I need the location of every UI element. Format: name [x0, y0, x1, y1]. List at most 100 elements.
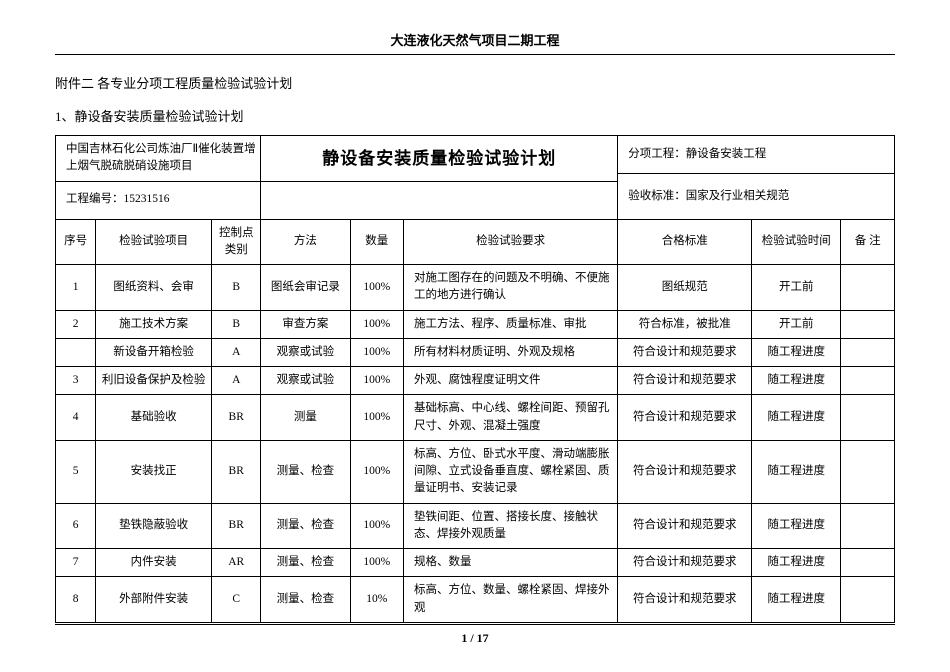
- cell-time: 随工程进度: [752, 577, 841, 623]
- cell-seq: 6: [56, 503, 96, 549]
- cell-seq: 4: [56, 395, 96, 441]
- accept-std-cell: 验收标准：国家及行业相关规范: [618, 174, 895, 220]
- table-row: 2施工技术方案B审查方案100%施工方法、程序、质量标准、审批符合标准，被批准开…: [56, 310, 895, 338]
- cell-std: 符合设计和规范要求: [618, 395, 752, 441]
- cell-seq: 7: [56, 549, 96, 577]
- cell-item: 施工技术方案: [96, 310, 212, 338]
- table-row: 8外部附件安装C测量、检查10%标高、方位、数量、螺栓紧固、焊接外观符合设计和规…: [56, 577, 895, 623]
- cell-item: 基础验收: [96, 395, 212, 441]
- cell-seq: 1: [56, 265, 96, 311]
- cell-seq: 8: [56, 577, 96, 623]
- cell-ctrl: BR: [212, 395, 261, 441]
- cell-method: 测量、检查: [261, 440, 350, 503]
- cell-item: 图纸资料、会审: [96, 265, 212, 311]
- cell-item: 外部附件安装: [96, 577, 212, 623]
- col-time: 检验试验时间: [752, 219, 841, 265]
- column-header-row: 序号 检验试验项目 控制点类别 方法 数量 检验试验要求 合格标准 检验试验时间…: [56, 219, 895, 265]
- cell-note: [841, 440, 895, 503]
- cell-method: 图纸会审记录: [261, 265, 350, 311]
- cell-time: 随工程进度: [752, 338, 841, 366]
- cell-seq: [56, 338, 96, 366]
- plan-title-cell: 静设备安装质量检验试验计划: [261, 136, 618, 182]
- cell-seq: 2: [56, 310, 96, 338]
- cell-req: 基础标高、中心线、螺栓间距、预留孔尺寸、外观、混凝土强度: [404, 395, 618, 441]
- cell-time: 开工前: [752, 265, 841, 311]
- cell-qty: 100%: [350, 549, 404, 577]
- col-method: 方法: [261, 219, 350, 265]
- cell-req: 垫铁间距、位置、搭接长度、接触状态、焊接外观质量: [404, 503, 618, 549]
- cell-seq: 3: [56, 367, 96, 395]
- cell-ctrl: A: [212, 367, 261, 395]
- cell-time: 随工程进度: [752, 549, 841, 577]
- cell-time: 开工前: [752, 310, 841, 338]
- cell-note: [841, 503, 895, 549]
- cell-std: 图纸规范: [618, 265, 752, 311]
- cell-item: 安装找正: [96, 440, 212, 503]
- cell-seq: 5: [56, 440, 96, 503]
- cell-qty: 100%: [350, 338, 404, 366]
- cell-note: [841, 549, 895, 577]
- cell-time: 随工程进度: [752, 440, 841, 503]
- col-req: 检验试验要求: [404, 219, 618, 265]
- cell-time: 随工程进度: [752, 395, 841, 441]
- cell-item: 垫铁隐蔽验收: [96, 503, 212, 549]
- col-std: 合格标准: [618, 219, 752, 265]
- cell-note: [841, 265, 895, 311]
- cell-ctrl: AR: [212, 549, 261, 577]
- subproject-cell: 分项工程：静设备安装工程: [618, 136, 895, 174]
- cell-note: [841, 395, 895, 441]
- cell-item: 新设备开箱检验: [96, 338, 212, 366]
- cell-std: 符合设计和规范要求: [618, 577, 752, 623]
- proj-no-cell: 工程编号：15231516: [56, 181, 261, 219]
- cell-note: [841, 338, 895, 366]
- cell-note: [841, 367, 895, 395]
- cell-time: 随工程进度: [752, 503, 841, 549]
- cell-item: 内件安装: [96, 549, 212, 577]
- cell-req: 规格、数量: [404, 549, 618, 577]
- table-row: 新设备开箱检验A观察或试验100%所有材料材质证明、外观及规格符合设计和规范要求…: [56, 338, 895, 366]
- cell-note: [841, 577, 895, 623]
- cell-std: 符合设计和规范要求: [618, 549, 752, 577]
- cell-method: 测量: [261, 395, 350, 441]
- table-row: 7内件安装AR测量、检查100%规格、数量符合设计和规范要求随工程进度: [56, 549, 895, 577]
- cell-note: [841, 310, 895, 338]
- cell-req: 对施工图存在的问题及不明确、不便施工的地方进行确认: [404, 265, 618, 311]
- col-seq: 序号: [56, 219, 96, 265]
- col-item: 检验试验项目: [96, 219, 212, 265]
- cell-qty: 100%: [350, 440, 404, 503]
- cell-req: 外观、腐蚀程度证明文件: [404, 367, 618, 395]
- cell-ctrl: B: [212, 265, 261, 311]
- cell-ctrl: A: [212, 338, 261, 366]
- cell-req: 标高、方位、数量、螺栓紧固、焊接外观: [404, 577, 618, 623]
- col-ctrl: 控制点类别: [212, 219, 261, 265]
- cell-method: 审查方案: [261, 310, 350, 338]
- cell-req: 施工方法、程序、质量标准、审批: [404, 310, 618, 338]
- subsection-line: 1、静设备安装质量检验试验计划: [55, 106, 895, 125]
- cell-req: 标高、方位、卧式水平度、滑动端膨胀间隙、立式设备垂直度、螺栓紧固、质量证明书、安…: [404, 440, 618, 503]
- blank-cell: [261, 181, 618, 219]
- cell-item: 利旧设备保护及检验: [96, 367, 212, 395]
- cell-ctrl: BR: [212, 503, 261, 549]
- page-footer: 1 / 17: [55, 624, 895, 646]
- cell-method: 观察或试验: [261, 367, 350, 395]
- inspection-plan-table: 中国吉林石化公司炼油厂Ⅱ催化装置增上烟气脱硫脱硝设施项目 静设备安装质量检验试验…: [55, 135, 895, 623]
- table-row: 3利旧设备保护及检验A观察或试验100%外观、腐蚀程度证明文件符合设计和规范要求…: [56, 367, 895, 395]
- cell-method: 测量、检查: [261, 577, 350, 623]
- table-row: 4基础验收BR测量100%基础标高、中心线、螺栓间距、预留孔尺寸、外观、混凝土强…: [56, 395, 895, 441]
- cell-req: 所有材料材质证明、外观及规格: [404, 338, 618, 366]
- cell-qty: 100%: [350, 265, 404, 311]
- cell-method: 测量、检查: [261, 503, 350, 549]
- cell-ctrl: BR: [212, 440, 261, 503]
- cell-method: 观察或试验: [261, 338, 350, 366]
- cell-time: 随工程进度: [752, 367, 841, 395]
- cell-ctrl: B: [212, 310, 261, 338]
- company-cell: 中国吉林石化公司炼油厂Ⅱ催化装置增上烟气脱硫脱硝设施项目: [56, 136, 261, 182]
- cell-std: 符合设计和规范要求: [618, 367, 752, 395]
- table-row: 5安装找正BR测量、检查100%标高、方位、卧式水平度、滑动端膨胀间隙、立式设备…: [56, 440, 895, 503]
- cell-std: 符合设计和规范要求: [618, 440, 752, 503]
- cell-qty: 10%: [350, 577, 404, 623]
- cell-ctrl: C: [212, 577, 261, 623]
- table-row: 1图纸资料、会审B图纸会审记录100%对施工图存在的问题及不明确、不便施工的地方…: [56, 265, 895, 311]
- table-header-row-1: 中国吉林石化公司炼油厂Ⅱ催化装置增上烟气脱硫脱硝设施项目 静设备安装质量检验试验…: [56, 136, 895, 174]
- cell-std: 符合标准，被批准: [618, 310, 752, 338]
